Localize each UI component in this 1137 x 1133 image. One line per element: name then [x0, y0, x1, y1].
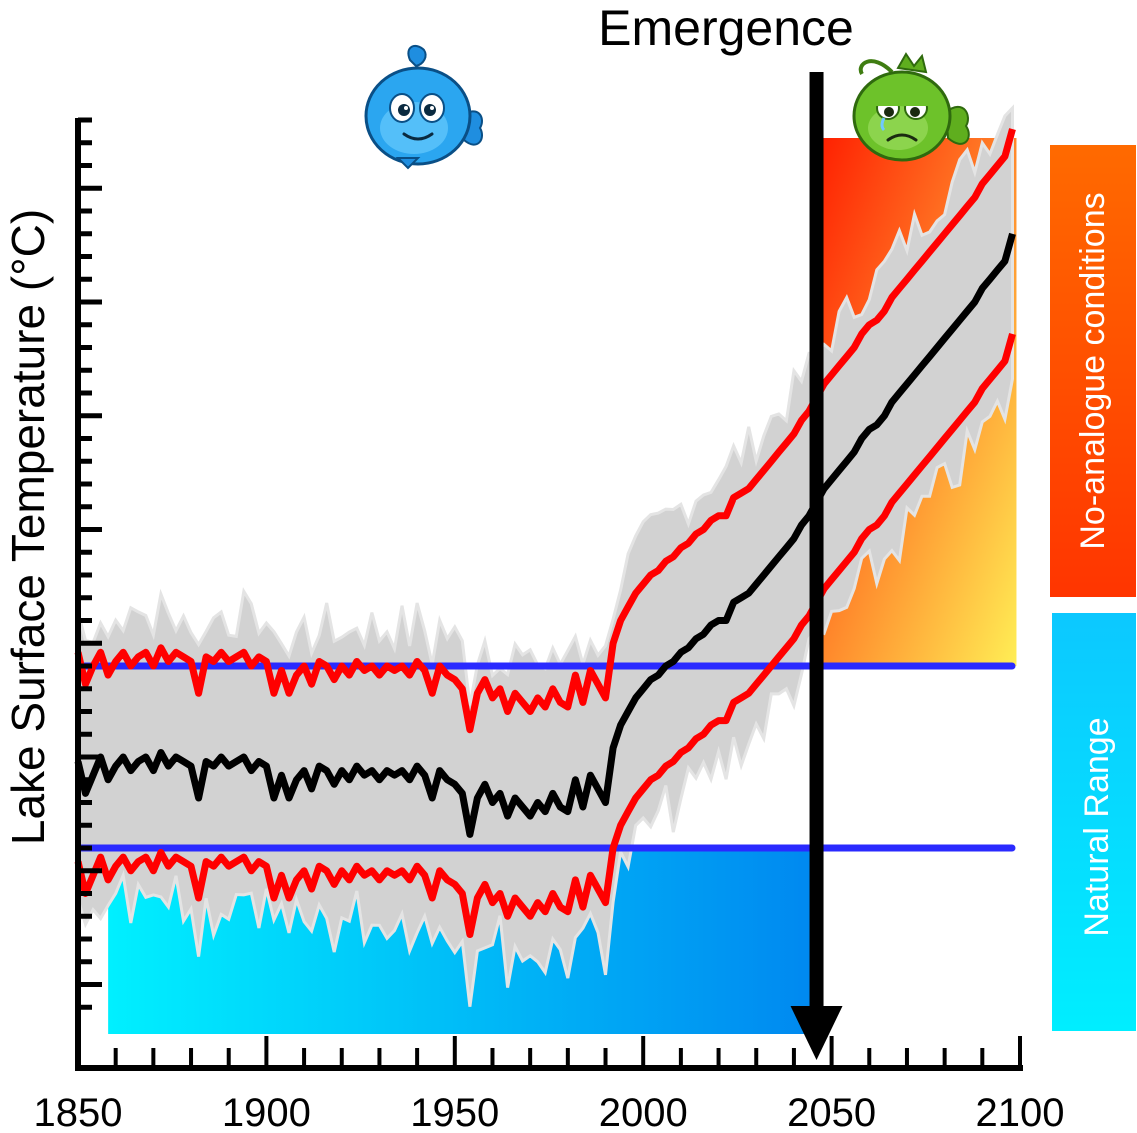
natural-range-legend-bar	[1052, 613, 1136, 1031]
natural-range-legend: Natural Range	[1052, 613, 1136, 1031]
x-axis-ticks	[113, 1036, 1022, 1068]
emergence-arrow	[790, 72, 843, 1060]
x-tick-label: 2100	[976, 1091, 1065, 1133]
chart-title: Emergence	[598, 0, 854, 56]
x-tick-label: 1950	[410, 1091, 499, 1133]
lower-bound-line	[74, 332, 1016, 938]
natural-range-thresholds	[76, 662, 1016, 852]
no-analogue-legend: No-analogue conditions	[1050, 145, 1136, 597]
happy-blue-fish-icon	[364, 44, 483, 170]
emergence-arrow-head	[790, 1006, 843, 1060]
axes: 1850 1900 1950 2000 2050 2100	[34, 117, 1065, 1133]
no-analogue-label: No-analogue conditions	[1074, 192, 1112, 549]
x-axis-tick-labels: 1850 1900 1950 2000 2050 2100	[34, 1091, 1065, 1133]
mean-line	[74, 232, 1016, 838]
no-analogue-legend-bar	[1050, 145, 1136, 597]
series-lines	[74, 128, 1016, 938]
x-tick-label: 2050	[787, 1091, 876, 1133]
upper-bound-line	[74, 128, 1016, 734]
x-tick-label: 1850	[34, 1091, 123, 1133]
x-tick-label: 2000	[599, 1091, 688, 1133]
natural-range-label: Natural Range	[1078, 717, 1116, 936]
y-axis-label: Lake Surface Temperature (°C)	[2, 209, 54, 845]
sad-green-fish-icon	[852, 52, 970, 162]
x-tick-label: 1900	[222, 1091, 311, 1133]
y-axis-ticks	[78, 117, 102, 1010]
